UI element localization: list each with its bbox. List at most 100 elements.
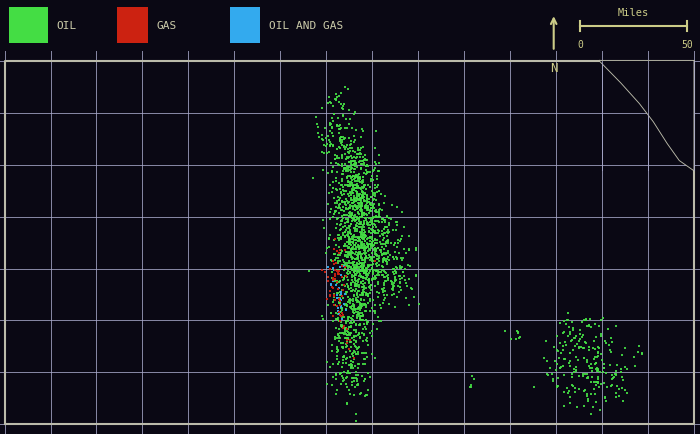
Point bbox=[587, 365, 598, 372]
Point bbox=[610, 390, 622, 397]
Point bbox=[348, 184, 359, 191]
Point bbox=[399, 266, 410, 273]
Point bbox=[361, 266, 372, 273]
Point bbox=[345, 159, 356, 166]
Point bbox=[555, 320, 566, 327]
Point bbox=[336, 153, 347, 160]
Point bbox=[592, 364, 603, 371]
Point bbox=[378, 216, 389, 223]
Point bbox=[345, 323, 356, 330]
Point bbox=[326, 281, 337, 288]
Point bbox=[356, 253, 367, 260]
Point bbox=[351, 272, 362, 279]
Point bbox=[337, 199, 348, 206]
Point bbox=[377, 219, 388, 226]
Point bbox=[363, 246, 374, 253]
Point bbox=[356, 250, 368, 257]
Point bbox=[349, 309, 360, 316]
Point bbox=[346, 280, 357, 287]
Point bbox=[564, 399, 575, 406]
Point bbox=[349, 310, 360, 317]
Point bbox=[368, 247, 379, 254]
Point bbox=[320, 250, 331, 257]
Point bbox=[332, 347, 344, 354]
Point bbox=[352, 345, 363, 352]
Point bbox=[563, 316, 574, 323]
Point bbox=[367, 204, 378, 210]
Point bbox=[375, 249, 386, 256]
Point bbox=[337, 199, 348, 206]
Point bbox=[378, 217, 389, 224]
Point bbox=[343, 250, 354, 256]
Point bbox=[331, 217, 342, 224]
Point bbox=[388, 283, 399, 290]
Point bbox=[331, 387, 342, 394]
Point bbox=[370, 247, 382, 254]
Point bbox=[335, 303, 346, 310]
Point bbox=[353, 210, 364, 217]
Point bbox=[388, 279, 399, 286]
Point bbox=[363, 279, 374, 286]
Point bbox=[335, 247, 346, 254]
Point bbox=[354, 330, 365, 337]
Point bbox=[356, 317, 368, 324]
Point bbox=[354, 334, 365, 341]
Point bbox=[323, 190, 335, 197]
Point bbox=[331, 124, 342, 131]
Point bbox=[385, 278, 396, 285]
Point bbox=[397, 264, 408, 271]
Point bbox=[357, 292, 368, 299]
Point bbox=[359, 361, 370, 368]
Point bbox=[565, 394, 576, 401]
Point bbox=[355, 203, 366, 210]
Point bbox=[337, 354, 349, 361]
Point bbox=[348, 187, 359, 194]
Point bbox=[359, 301, 370, 308]
Point bbox=[344, 391, 356, 398]
Point bbox=[401, 283, 412, 290]
Point bbox=[349, 256, 360, 263]
Point bbox=[363, 387, 374, 394]
Point bbox=[354, 171, 365, 178]
Point bbox=[342, 281, 353, 288]
Point bbox=[331, 391, 342, 398]
Point bbox=[331, 343, 342, 350]
Point bbox=[330, 371, 342, 378]
Point bbox=[367, 258, 378, 265]
Point bbox=[373, 188, 384, 195]
Point bbox=[345, 263, 356, 270]
Point bbox=[318, 217, 329, 224]
Point bbox=[394, 238, 405, 245]
Point bbox=[341, 198, 352, 205]
Point bbox=[364, 208, 375, 215]
Point bbox=[365, 283, 376, 290]
Point bbox=[332, 315, 344, 322]
Point bbox=[335, 136, 346, 143]
Point bbox=[316, 105, 327, 112]
Point bbox=[357, 254, 368, 261]
Point bbox=[356, 233, 367, 240]
Point bbox=[361, 207, 372, 214]
Point bbox=[343, 135, 354, 142]
Point bbox=[367, 333, 378, 340]
Point bbox=[349, 178, 360, 184]
Point bbox=[590, 359, 601, 366]
Point bbox=[353, 284, 364, 291]
Point bbox=[359, 238, 370, 245]
Point bbox=[352, 255, 363, 262]
Point bbox=[370, 161, 382, 168]
Point bbox=[513, 334, 524, 341]
Point bbox=[327, 269, 338, 276]
Point bbox=[354, 192, 365, 199]
Point bbox=[325, 142, 336, 149]
Point bbox=[379, 230, 390, 237]
Point bbox=[391, 255, 402, 262]
Point bbox=[340, 207, 351, 214]
Point bbox=[349, 167, 360, 174]
Point bbox=[582, 390, 593, 397]
Point bbox=[351, 313, 363, 320]
Point bbox=[366, 350, 377, 357]
Point bbox=[342, 260, 354, 266]
Point bbox=[351, 185, 362, 192]
Point bbox=[368, 193, 379, 200]
